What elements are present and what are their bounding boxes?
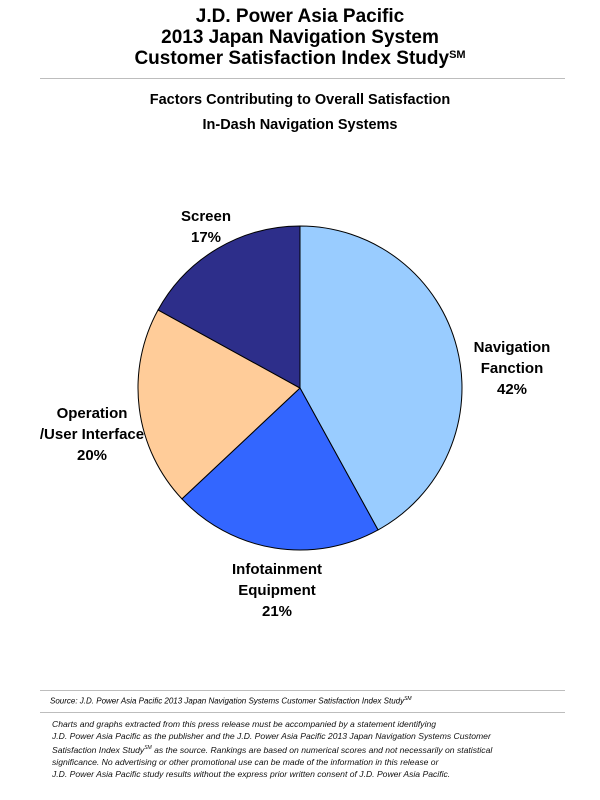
- slice-name-label: /User Interface: [40, 426, 144, 443]
- title-line-3-text: Customer Satisfaction Index Study: [134, 48, 450, 69]
- source-superscript: SM: [404, 696, 412, 702]
- pie-slice: [181, 387, 379, 551]
- disclaimer: Charts and graphs extracted from this pr…: [52, 718, 572, 780]
- source-text: Source: J.D. Power Asia Pacific 2013 Jap…: [50, 696, 405, 706]
- chart-title: Factors Contributing to Overall Satisfac…: [149, 92, 451, 108]
- slice-value-label: 17%: [191, 229, 221, 246]
- slice-value-label: 20%: [77, 447, 107, 464]
- slice-name-label: Infotainment: [232, 561, 322, 578]
- title-line-1: J.D. Power Asia Pacific: [195, 6, 405, 27]
- title-line-2: 2013 Japan Navigation System: [161, 27, 439, 48]
- pie-slice: [137, 309, 301, 500]
- service-mark-superscript: SM: [449, 49, 466, 61]
- slice-name-label: Screen: [181, 208, 231, 225]
- slice-name-label: Operation: [57, 405, 128, 422]
- disclaimer-line-1: Charts and graphs extracted from this pr…: [52, 719, 437, 729]
- report-title: J.D. Power Asia Pacific 2013 Japan Navig…: [0, 6, 600, 69]
- title-divider: [40, 78, 565, 79]
- title-line-3: Customer Satisfaction Index StudySM: [0, 48, 600, 69]
- slice-name-label: Navigation: [474, 339, 551, 356]
- disclaimer-line-3b: as the source. Rankings are based on num…: [151, 744, 493, 755]
- disclaimer-superscript: SM: [144, 745, 152, 751]
- pie-labels: Navigation Fanction 42% Infotainment Equipme…: [40, 208, 550, 620]
- source-top-divider: [40, 690, 565, 691]
- slice-value-label: 42%: [497, 381, 527, 398]
- source-note: Source: J.D. Power Asia Pacific 2013 Jap…: [50, 696, 570, 706]
- slice-value-label: 21%: [262, 603, 292, 620]
- chart-subtitle: In-Dash Navigation Systems: [202, 117, 398, 133]
- disclaimer-line-2: J.D. Power Asia Pacific as the publisher…: [52, 731, 491, 741]
- pie-slice: [157, 225, 301, 389]
- disclaimer-line-5: J.D. Power Asia Pacific study results wi…: [52, 768, 451, 779]
- disclaimer-line-3: Satisfaction Index StudySM as the source…: [52, 742, 572, 756]
- slice-name-label: Equipment: [238, 582, 316, 599]
- source-bottom-divider: [40, 712, 565, 713]
- disclaimer-line-3a: Satisfaction Index Study: [52, 744, 145, 755]
- pie-slices: [137, 225, 463, 551]
- slice-name-label: Fanction: [481, 360, 544, 377]
- pie-slice: [299, 225, 463, 531]
- disclaimer-line-4: significance. No advertising or other pr…: [52, 756, 439, 767]
